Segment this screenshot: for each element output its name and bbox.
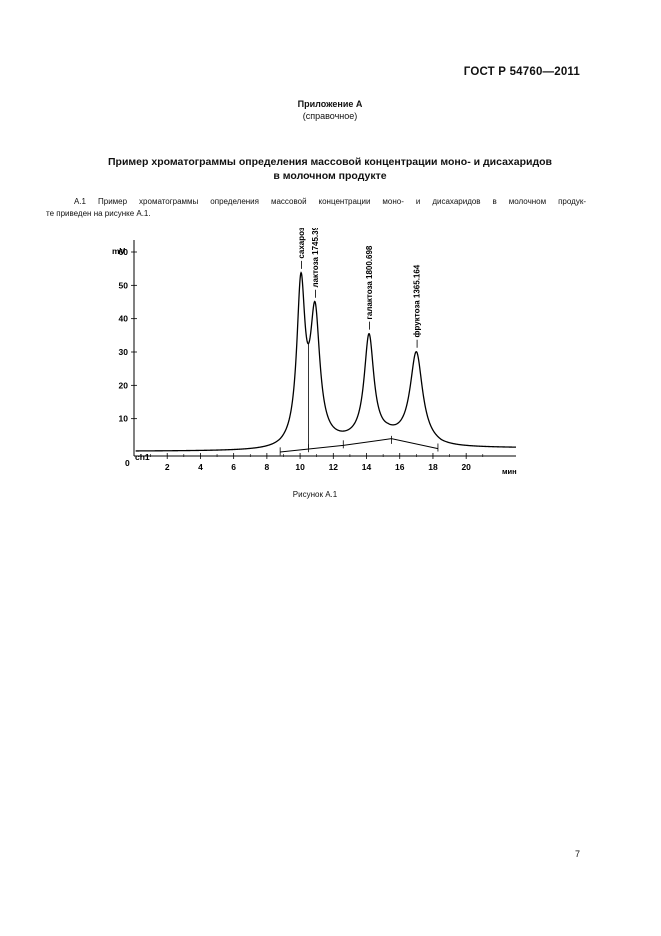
x-tick-label: 20 <box>461 462 471 472</box>
chart-baseline <box>280 438 439 453</box>
x-tick-label: 16 <box>395 462 405 472</box>
section-title-line2: в молочном продукте <box>273 170 387 182</box>
x-tick-label: 8 <box>265 462 270 472</box>
peak-label: — лактоза 1745.390 <box>311 228 320 298</box>
appendix-heading: Приложение А (справочное) <box>180 98 480 122</box>
x-tick-label: 14 <box>362 462 372 472</box>
x-tick-label: 4 <box>198 462 203 472</box>
y-tick-label: 30 <box>119 347 129 357</box>
chromatogram-trace <box>135 271 517 452</box>
chart-markers <box>279 343 439 456</box>
body-paragraph: А.1 Пример хроматограммы определения мас… <box>46 196 586 220</box>
chart-peak-labels: — сахароза 18 — лактоза 1745.390 — галакто… <box>297 228 421 348</box>
y-tick-label: 40 <box>119 314 129 324</box>
page-number: 7 <box>574 849 580 859</box>
y-tick-label: 50 <box>119 280 129 290</box>
peak-label: — галактоза 1800.698 <box>365 245 374 330</box>
appendix-title: Приложение А <box>297 99 363 109</box>
x-tick-label: 2 <box>165 462 170 472</box>
figure-caption: Рисунок А.1 <box>292 490 338 499</box>
x-tick-label: 6 <box>231 462 236 472</box>
x-tick-label: 18 <box>428 462 438 472</box>
y-axis-unit-label: mV <box>112 246 126 256</box>
chart-ticks: mV мин 0 ch1 10 20 30 40 50 60 2 4 6 8 10 12 14 16 18 20 <box>112 246 517 476</box>
peak-label: — фруктоза 1365.164 <box>412 264 421 348</box>
origin-label: 0 <box>125 458 130 468</box>
appendix-subtitle: (справочное) <box>302 111 358 121</box>
x-tick-label: 12 <box>329 462 339 472</box>
document-code: ГОСТ Р 54760—2011 <box>463 66 580 78</box>
peak-label: — сахароза 18 <box>297 228 306 269</box>
channel-label: ch1 <box>135 452 150 462</box>
y-tick-label: 20 <box>119 380 129 390</box>
paragraph-line2: те приведен на рисунке А.1. <box>46 209 151 218</box>
chromatogram-chart: mV мин 0 ch1 10 20 30 40 50 60 2 4 6 8 10 12 14 16 18 20 — … <box>112 228 517 476</box>
y-tick-label: 10 <box>119 414 129 424</box>
section-title-line1: Пример хроматограммы определения массово… <box>108 156 552 168</box>
chart-trace <box>135 271 517 452</box>
x-tick-label: 10 <box>295 462 305 472</box>
paragraph-line1: А.1 Пример хроматограммы определения мас… <box>74 197 586 206</box>
chart-axes <box>133 240 516 457</box>
y-tick-label: 60 <box>119 247 129 257</box>
integration-baseline <box>280 438 439 453</box>
x-axis-unit-label: мин <box>502 467 517 476</box>
section-title: Пример хроматограммы определения массово… <box>60 155 600 183</box>
